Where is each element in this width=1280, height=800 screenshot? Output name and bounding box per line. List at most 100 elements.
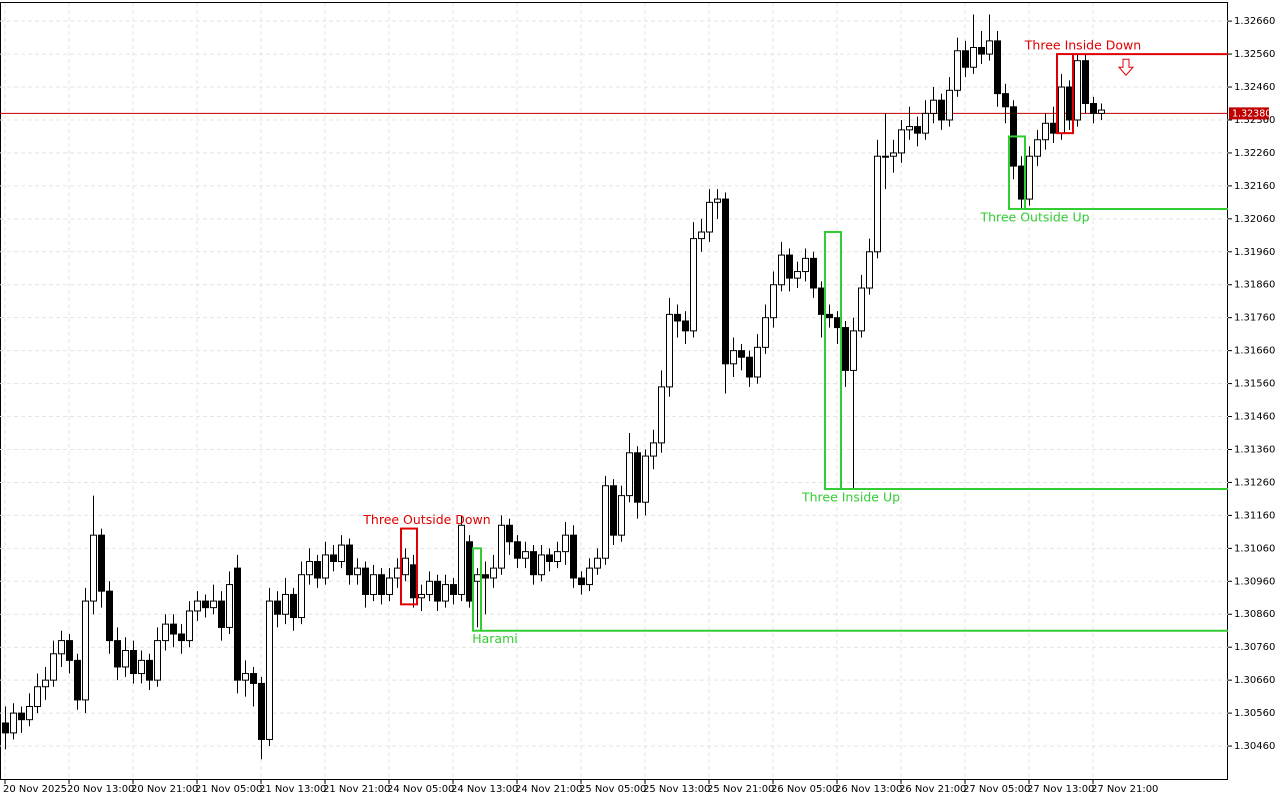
- candle-body: [770, 284, 777, 319]
- candle-body: [274, 600, 281, 615]
- candle-body: [890, 152, 897, 157]
- candle-body: [202, 600, 209, 609]
- candle-body: [778, 254, 785, 286]
- candle-body: [682, 320, 689, 332]
- candle-body: [26, 706, 33, 721]
- candle-body: [418, 593, 425, 599]
- y-tick-label: 1.32360: [1234, 115, 1275, 126]
- candle-body: [866, 251, 873, 289]
- candle-body: [570, 534, 577, 579]
- y-tick-label: 1.32660: [1234, 16, 1275, 27]
- x-tick-label: 20 Nov 21:00: [131, 784, 198, 795]
- candle-body: [34, 686, 41, 708]
- candle-body: [626, 452, 633, 497]
- candle-body: [714, 198, 721, 203]
- pattern-box: [824, 231, 842, 491]
- x-tick-label: 21 Nov 21:00: [323, 784, 390, 795]
- candle-body: [978, 46, 985, 55]
- candle-body: [402, 557, 409, 576]
- candle-body: [250, 673, 257, 684]
- candle-body: [170, 623, 177, 635]
- candle-body: [258, 682, 265, 740]
- candle-body: [842, 327, 849, 371]
- candle-body: [298, 574, 305, 619]
- candle-body: [746, 356, 753, 378]
- y-tick-label: 1.31660: [1234, 346, 1275, 357]
- x-tick-label: 24 Nov 05:00: [387, 784, 454, 795]
- candle-body: [370, 574, 377, 595]
- candle-body: [378, 574, 385, 595]
- candle-body: [146, 659, 153, 681]
- candle-body: [970, 46, 977, 68]
- candle-body: [522, 551, 529, 559]
- candle-body: [634, 452, 641, 503]
- candle-body: [546, 554, 553, 563]
- candle-body: [754, 346, 761, 378]
- y-tick-label: 1.30860: [1234, 609, 1275, 620]
- x-tick-label: 24 Nov 21:00: [515, 784, 582, 795]
- candle-body: [818, 287, 825, 315]
- signal-arrow: [1117, 58, 1135, 77]
- candle-body: [106, 590, 113, 642]
- candle-body: [762, 317, 769, 348]
- candle-body: [986, 40, 993, 55]
- candle-body: [50, 653, 57, 681]
- candle-body: [394, 567, 401, 579]
- candle-body: [610, 485, 617, 536]
- x-tick-label: 21 Nov 13:00: [259, 784, 326, 795]
- y-tick-label: 1.31860: [1234, 280, 1275, 291]
- candle-body: [490, 567, 497, 579]
- candle-body: [314, 561, 321, 579]
- candle-body: [562, 534, 569, 553]
- candle-body: [498, 524, 505, 569]
- candle-body: [10, 712, 17, 734]
- candle-body: [586, 567, 593, 586]
- candle-body: [674, 313, 681, 322]
- candle-body: [930, 99, 937, 114]
- candle-body: [922, 112, 929, 134]
- pattern-box: [1056, 53, 1074, 135]
- candle-body: [458, 524, 465, 595]
- candle-body: [650, 442, 657, 457]
- candle-body: [738, 350, 745, 358]
- candle-body: [450, 584, 457, 595]
- candle-body: [994, 40, 1001, 95]
- candle-body: [826, 313, 833, 319]
- candle-body: [282, 593, 289, 615]
- candle-body: [98, 534, 105, 592]
- candle-body: [330, 554, 337, 563]
- candle-body: [42, 679, 49, 688]
- y-tick-label: 1.30460: [1234, 741, 1275, 752]
- candle-body: [290, 593, 297, 619]
- candle-body: [338, 544, 345, 563]
- pattern-label: Three Inside Down: [1024, 38, 1141, 53]
- candle-body: [154, 640, 161, 681]
- candle-body: [354, 567, 361, 576]
- y-tick-label: 1.32560: [1234, 49, 1275, 60]
- candle-body: [810, 257, 817, 289]
- candle-body: [618, 495, 625, 536]
- candle-body: [514, 541, 521, 559]
- y-tick-label: 1.31360: [1234, 444, 1275, 455]
- candle-body: [1026, 155, 1033, 200]
- candle-body: [114, 640, 121, 668]
- x-tick-label: 21 Nov 05:00: [195, 784, 262, 795]
- y-tick-label: 1.30560: [1234, 708, 1275, 719]
- candle-body: [722, 198, 729, 365]
- candle-body: [1082, 60, 1089, 105]
- candle-body: [234, 567, 241, 681]
- candle-body: [74, 659, 81, 701]
- candle-body: [1098, 109, 1105, 114]
- candle-body: [794, 271, 801, 279]
- x-tick-label: 27 Nov 21:00: [1091, 784, 1158, 795]
- candle-body: [1042, 122, 1049, 141]
- candle-body: [322, 554, 329, 579]
- x-tick-label: 27 Nov 05:00: [963, 784, 1030, 795]
- candle-body: [850, 330, 857, 371]
- candle-body: [602, 485, 609, 559]
- x-tick-label: 24 Nov 13:00: [451, 784, 518, 795]
- candle-body: [410, 564, 417, 599]
- y-tick-label: 1.30660: [1234, 675, 1275, 686]
- candle-body: [554, 551, 561, 563]
